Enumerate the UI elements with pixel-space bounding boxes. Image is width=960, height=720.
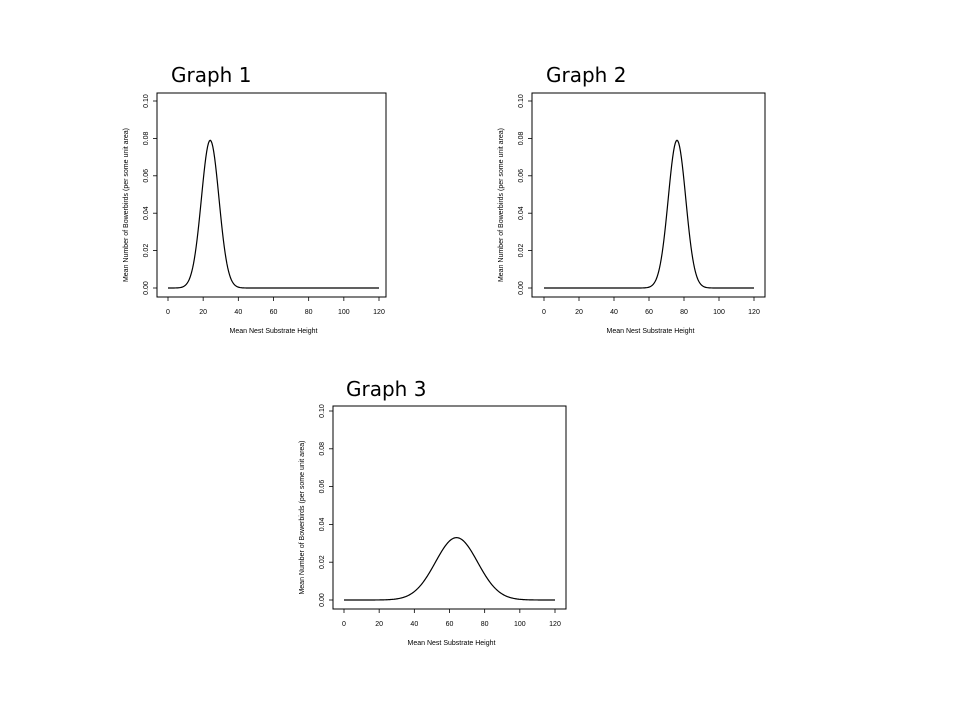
x-tick-label: 20: [575, 309, 583, 316]
y-tick-label: 0.10: [143, 94, 150, 108]
x-tick-label: 20: [375, 621, 383, 628]
x-tick-label: 100: [338, 309, 350, 316]
y-tick-label: 0.00: [319, 593, 326, 607]
y-tick-label: 0.06: [319, 480, 326, 494]
chart-3: 0 20 40 60 80 100 120 0.00 0.02 0.04 0.06 0.08 0.10 M…: [299, 404, 567, 647]
graph-1-title: Graph 1: [171, 63, 252, 87]
y-tick-label: 0.02: [319, 555, 326, 569]
x-tick-label: 0: [166, 309, 170, 316]
y-tick-label: 0.08: [143, 131, 150, 145]
y-tick-label: 0.06: [143, 169, 150, 183]
y-tick-label: 0.08: [518, 131, 525, 145]
plot-frame: [156, 92, 387, 298]
x-tick-label: 40: [410, 621, 418, 628]
y-axis-label: Mean Number of Bowerbirds (per some unit…: [299, 440, 306, 594]
x-tick-label: 40: [234, 309, 242, 316]
x-tick-label: 0: [342, 621, 346, 628]
y-tick-label: 0.06: [518, 169, 525, 183]
y-tick-label: 0.02: [518, 244, 525, 258]
y-tick-label: 0.08: [319, 442, 326, 456]
graph-2-title: Graph 2: [546, 63, 627, 87]
x-tick-label: 60: [270, 309, 278, 316]
y-tick-label: 0.10: [518, 94, 525, 108]
x-tick-label: 80: [305, 309, 313, 316]
x-tick-label: 60: [446, 621, 454, 628]
x-tick-label: 80: [481, 621, 489, 628]
x-tick-label: 100: [713, 309, 725, 316]
chart-1: 0 20 40 60 80 100 120 0.00 0.02 0.04 0.06 0.08 0.10 M…: [123, 92, 387, 335]
x-tick-label: 0: [542, 309, 546, 316]
y-tick-label: 0.00: [143, 281, 150, 295]
y-tick-label: 0.00: [518, 281, 525, 295]
y-tick-label: 0.02: [143, 244, 150, 258]
x-tick-label: 100: [514, 621, 526, 628]
y-tick-label: 0.04: [319, 517, 326, 531]
plot-frame: [531, 92, 766, 298]
series-line-1: [344, 537, 555, 601]
y-tick-label: 0.10: [319, 404, 326, 418]
y-tick-label: 0.04: [518, 206, 525, 220]
series-line-1: [544, 139, 754, 289]
x-axis-label: Mean Nest Substrate Height: [408, 640, 496, 647]
x-tick-label: 80: [680, 309, 688, 316]
x-tick-label: 120: [549, 621, 561, 628]
x-tick-label: 20: [199, 309, 207, 316]
chart-2: 0 20 40 60 80 100 120 0.00 0.02 0.04 0.06 0.08 0.10 M…: [498, 92, 766, 335]
x-tick-label: 120: [748, 309, 760, 316]
series-line-1: [168, 139, 379, 289]
y-axis-label: Mean Number of Bowerbirds (per some unit…: [498, 128, 505, 282]
y-tick-label: 0.04: [143, 206, 150, 220]
x-tick-label: 120: [373, 309, 385, 316]
x-axis-label: Mean Nest Substrate Height: [607, 328, 695, 335]
x-axis-label: Mean Nest Substrate Height: [230, 328, 318, 335]
plot-frame: [332, 405, 567, 610]
y-axis-label: Mean Number of Bowerbirds (per some unit…: [123, 128, 130, 282]
x-tick-label: 60: [645, 309, 653, 316]
graph-3-title: Graph 3: [346, 377, 427, 401]
x-tick-label: 40: [610, 309, 618, 316]
